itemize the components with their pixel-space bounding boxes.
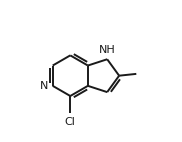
Text: Cl: Cl — [65, 117, 76, 127]
Text: NH: NH — [99, 45, 116, 55]
Text: N: N — [40, 81, 48, 91]
